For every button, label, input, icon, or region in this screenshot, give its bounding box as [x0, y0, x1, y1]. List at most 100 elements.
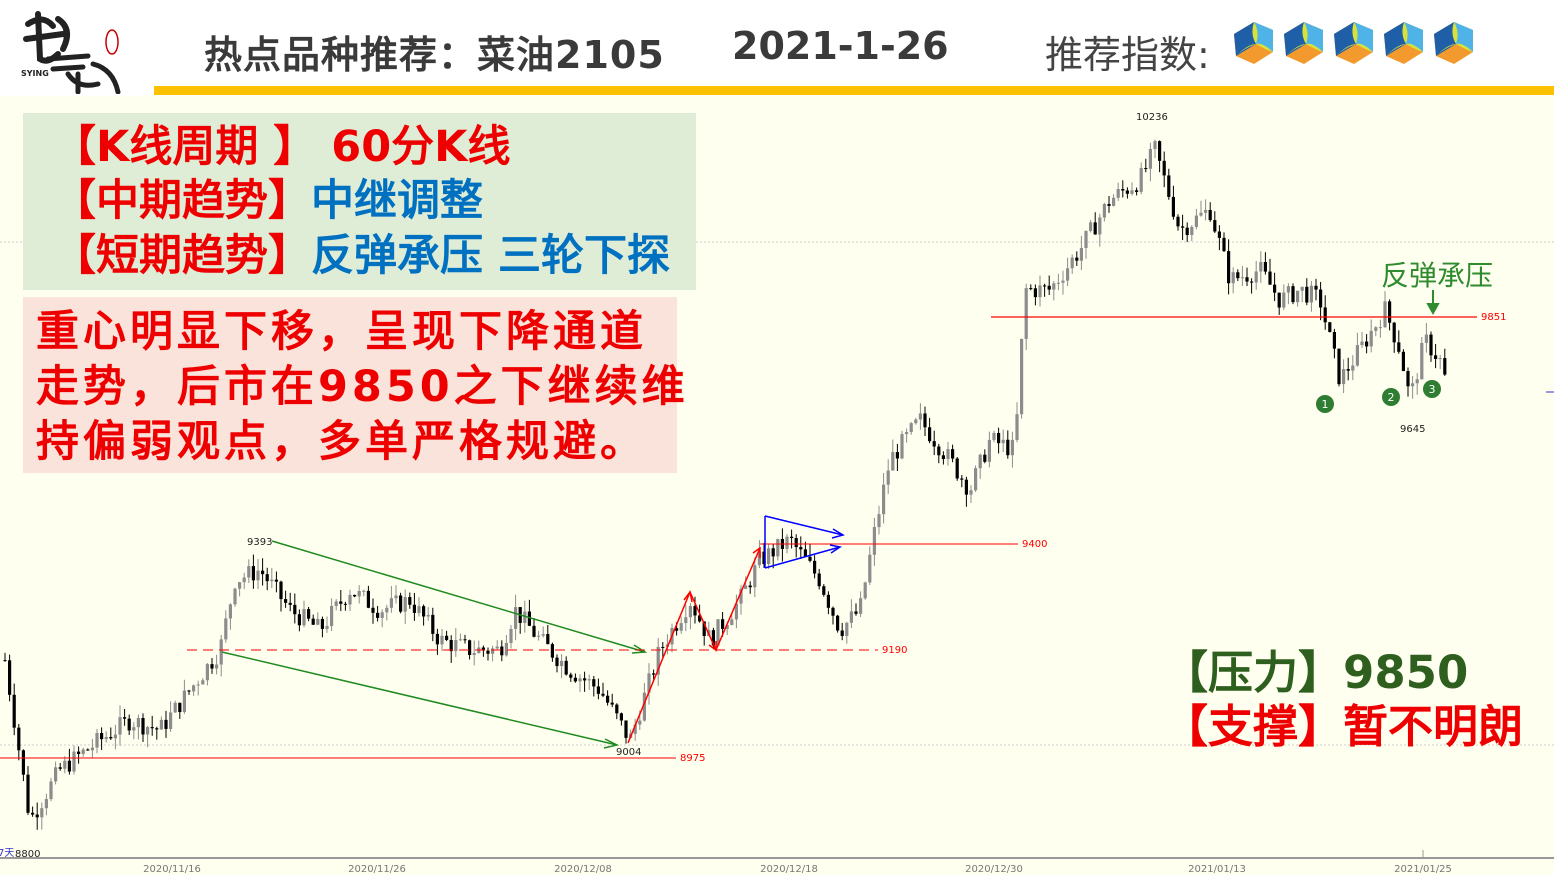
candle-down [1217, 231, 1221, 238]
candle-down [449, 639, 453, 652]
candle-up [882, 484, 886, 515]
wave-arrows [627, 546, 761, 744]
wave-marker-1 [1316, 395, 1334, 413]
candle-up [219, 639, 223, 665]
candle-down [596, 686, 600, 694]
comment-box: 重心明显下移，呈现下降通道 走势，后市在9850之下继续维 持偏弱观点，多单严格… [23, 297, 685, 473]
candle-down [1429, 334, 1433, 356]
candle-down [675, 628, 679, 631]
candle-down [794, 538, 798, 548]
candle-up [228, 604, 232, 619]
candle-up [385, 607, 389, 613]
candle-up [638, 720, 642, 725]
candle-down [67, 760, 71, 772]
candle-down [1107, 203, 1111, 206]
short-trend-value: 反弹承压 三轮下探 [311, 231, 670, 281]
candle-up [256, 570, 260, 581]
candle-down [35, 814, 39, 818]
candle-down [771, 548, 775, 557]
wave-marker-label: 2 [1388, 391, 1395, 404]
candle-down [1305, 286, 1309, 303]
candle-up [725, 624, 729, 629]
candle-down [58, 767, 62, 769]
candle-down [1162, 160, 1166, 176]
candle-down [1263, 262, 1267, 272]
rating-label: 推荐指数: [1045, 33, 1210, 77]
candle-down [822, 586, 826, 595]
candle-up [1342, 369, 1346, 385]
candle-down [624, 720, 628, 738]
candle-up [1374, 327, 1378, 331]
candle-down [187, 690, 191, 692]
candle-down [606, 695, 610, 703]
candle-down [799, 547, 803, 550]
candle-up [859, 598, 863, 614]
candle-down [178, 702, 182, 713]
candle-up [891, 452, 895, 471]
x-tick-label: 2020/12/08 [554, 864, 612, 875]
candle-up [1148, 148, 1152, 169]
candle-down [1158, 141, 1162, 161]
candle-down [808, 556, 812, 561]
candle-up [242, 577, 246, 583]
candle-down [293, 604, 297, 615]
candle-up [1420, 342, 1424, 380]
candle-down [1135, 190, 1139, 192]
candle-up [992, 432, 996, 440]
candle-up [868, 554, 872, 583]
candle-down [1323, 307, 1327, 323]
candle-down [1397, 342, 1401, 352]
candle-up [1116, 189, 1120, 198]
candle-down [895, 452, 899, 459]
candle-up [1383, 301, 1387, 328]
candle-up [845, 622, 849, 636]
candle-up [918, 413, 922, 420]
candle-up [1066, 268, 1070, 281]
candle-up [1231, 272, 1235, 284]
candle-up [1204, 209, 1208, 213]
candle-down [3, 660, 7, 662]
candle-up [118, 717, 122, 735]
candle-down [817, 573, 821, 587]
candle-up [849, 611, 853, 623]
candle-down [31, 812, 35, 815]
candle-down [615, 704, 619, 714]
candle-down [693, 606, 697, 616]
rating-cube-icon [1334, 22, 1373, 64]
candle-down [601, 693, 605, 696]
candle-up [1112, 197, 1116, 206]
candle-up [633, 724, 637, 734]
candle-down [265, 574, 269, 582]
candle-down [721, 619, 725, 629]
candle-up [316, 618, 320, 625]
candle-up [132, 727, 136, 731]
candle-up [440, 635, 444, 645]
candle-up [886, 470, 890, 485]
candle-up [417, 606, 421, 613]
candle-up [1199, 212, 1203, 216]
candle-down [1227, 251, 1231, 284]
arrow-down-icon [1426, 290, 1440, 316]
candle-up [201, 680, 205, 685]
candle-up [863, 582, 867, 599]
candle-down [274, 579, 278, 582]
candle-up [1038, 285, 1042, 298]
candle-down [77, 751, 81, 754]
candle-up [113, 734, 117, 739]
candle-down [1181, 226, 1185, 228]
x-tick-label: 2021/01/13 [1188, 864, 1246, 875]
candle-down [320, 618, 324, 629]
wave-marker-2 [1382, 388, 1400, 406]
candle-up [509, 628, 513, 643]
candle-up [348, 594, 352, 605]
candle-down [1392, 322, 1396, 343]
candle-down [127, 718, 131, 731]
candle-down [790, 536, 794, 539]
channel-lower-line [221, 651, 618, 746]
mid-trend-row: 【中期趋势】中继调整 [53, 175, 483, 227]
candle-up [974, 468, 978, 491]
candle-down [1236, 272, 1240, 279]
candle-down [762, 551, 766, 565]
candle-down [619, 713, 623, 721]
candle-up [684, 617, 688, 624]
